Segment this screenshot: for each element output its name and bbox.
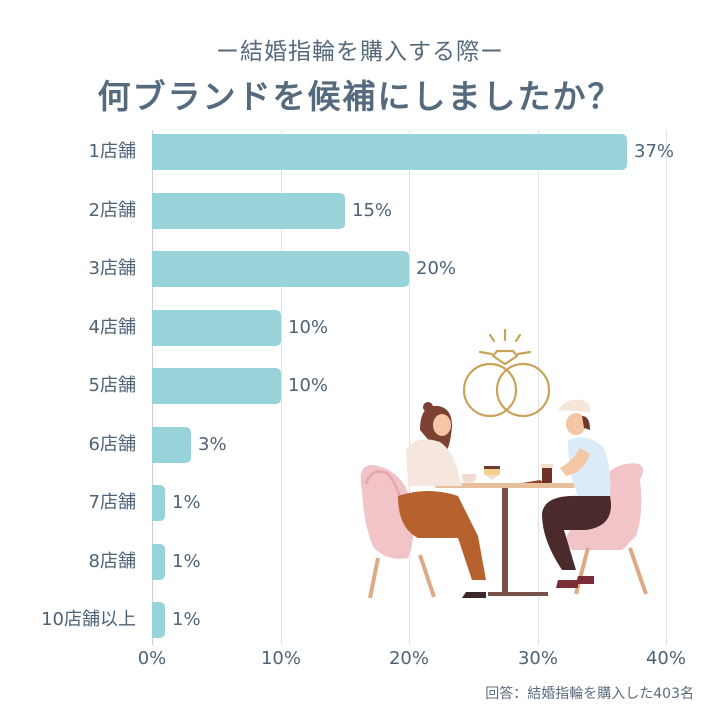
category-label: 10店舗以上 — [41, 609, 136, 630]
gridline — [281, 130, 282, 645]
chart-title: 何ブランドを候補にしましたか？ — [97, 77, 623, 116]
bar-value-label: 1% — [172, 609, 201, 630]
bar-value-label: 1% — [172, 551, 201, 572]
bar — [152, 602, 165, 638]
bar-value-label: 15% — [352, 200, 393, 221]
category-label: 5店舗 — [88, 375, 136, 396]
bar-value-label: 3% — [198, 434, 227, 455]
bar — [152, 427, 191, 463]
gridline — [409, 130, 410, 645]
wedding-rings-icon — [462, 328, 551, 418]
bar — [152, 544, 165, 580]
category-label: 7店舗 — [88, 492, 136, 513]
category-label: 6店舗 — [88, 434, 136, 455]
category-label: 3店舗 — [88, 258, 136, 279]
bar-value-label: 10% — [288, 375, 329, 396]
couple-cafe-illustration — [360, 328, 648, 599]
bar-value-label: 37% — [634, 141, 675, 162]
x-tick-label: 0% — [137, 648, 167, 669]
bar — [152, 251, 409, 287]
x-tick-label: 40% — [645, 648, 686, 669]
bar — [152, 310, 281, 346]
x-tick-label: 10% — [260, 648, 301, 669]
category-label: 4店舗 — [88, 317, 136, 338]
bar-value-label: 1% — [172, 492, 201, 513]
bar — [152, 368, 281, 404]
bar-value-label: 10% — [288, 317, 329, 338]
gridline — [666, 130, 667, 645]
bar-value-label: 20% — [416, 258, 457, 279]
category-label: 2店舗 — [88, 200, 136, 221]
chart-subtitle: ー結婚指輪を購入する際ー — [216, 39, 504, 65]
bar — [152, 193, 345, 229]
gridline — [538, 130, 539, 645]
bar — [152, 485, 165, 521]
bar — [152, 134, 627, 170]
x-tick-label: 20% — [388, 648, 429, 669]
x-tick-label: 30% — [517, 648, 558, 669]
category-label: 8店舗 — [88, 551, 136, 572]
respondent-note: 回答：結婚指輪を購入した403名 — [485, 686, 694, 702]
category-label: 1店舗 — [88, 141, 136, 162]
